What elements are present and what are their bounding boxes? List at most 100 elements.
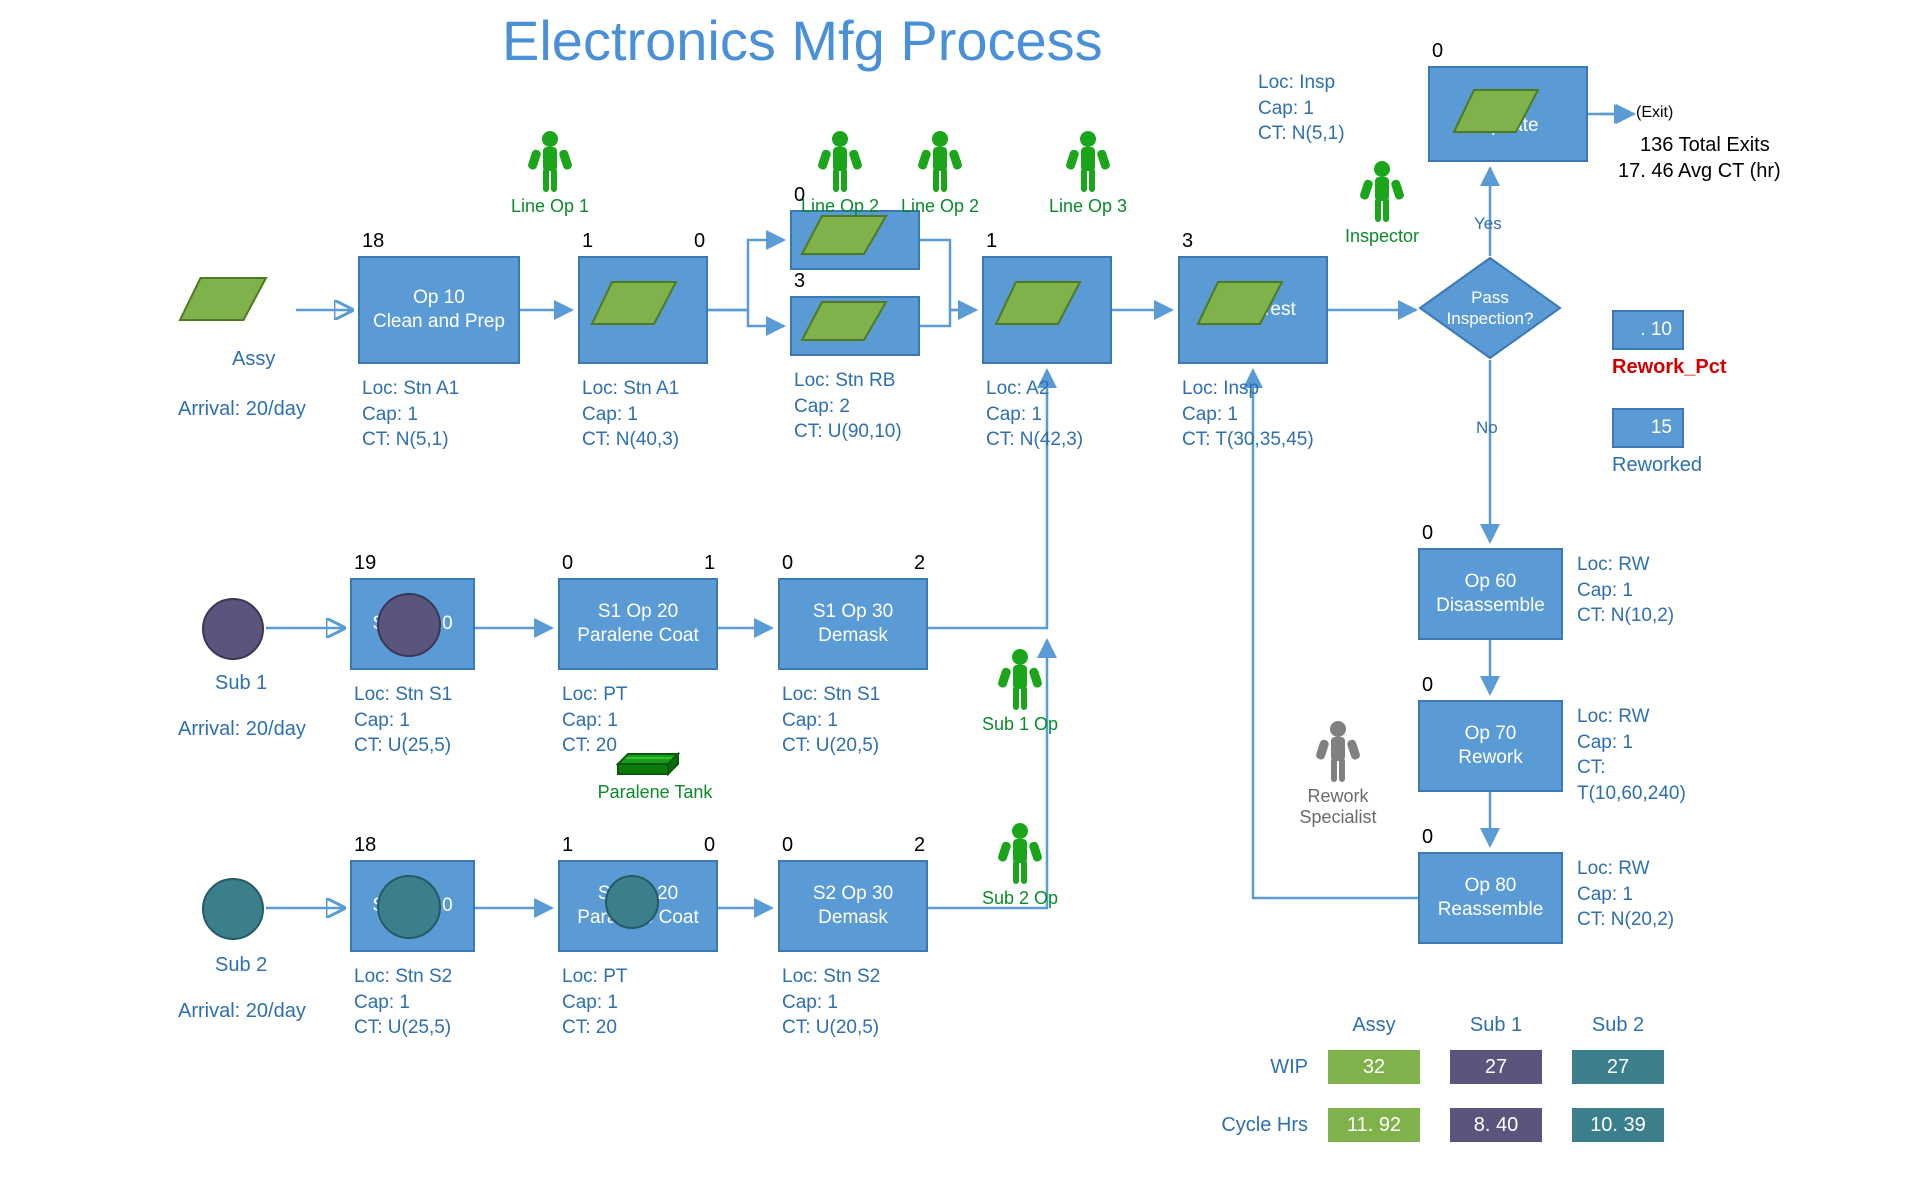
box-op70-note: Loc: RWCap: 1CT:T(10,60,240) <box>1577 704 1686 807</box>
box-op10-note: Loc: Stn A1Cap: 1CT: N(5,1) <box>362 376 459 453</box>
table-cell-0-1: 27 <box>1450 1050 1542 1084</box>
person-icon-lineop2b <box>920 130 960 194</box>
table-cell-1-0: 11. 92 <box>1328 1108 1420 1142</box>
box-op80-l1: Op 80 <box>1465 874 1517 898</box>
person-label-lineop2a: Line Op 2 <box>790 196 890 217</box>
paralene-tank-label: Paralene Tank <box>590 782 720 803</box>
wip-token <box>376 874 442 940</box>
box-op_cb-right-count: 0 <box>694 230 705 253</box>
table-rowlabel-1: Cycle Hrs <box>1168 1114 1308 1137</box>
box-insp_test-count: 3 <box>1182 230 1193 253</box>
box-s1_20-l2: Paralene Coat <box>577 624 698 648</box>
wip-token <box>604 874 660 930</box>
person-label-lineop3: Line Op 3 <box>1038 196 1138 217</box>
person-icon-inspector <box>1362 160 1402 224</box>
box-op10-l1: Op 10 <box>413 286 465 310</box>
person-label-sub1op: Sub 1 Op <box>970 714 1070 735</box>
box-op80-note: Loc: RWCap: 1CT: N(20,2) <box>1577 856 1674 933</box>
wip-token <box>994 280 1082 326</box>
table-cell-1-2: 10. 39 <box>1572 1108 1664 1142</box>
exit-arrow <box>1600 104 1640 124</box>
process-box-op70[interactable]: Op 70Rework <box>1418 700 1563 792</box>
box-op70-count: 0 <box>1422 674 1433 697</box>
diamond-no: No <box>1476 418 1498 438</box>
table-header-1: Sub 1 <box>1450 1014 1542 1037</box>
entity-assy-label: Assy <box>232 348 275 371</box>
box-op_cb-note: Loc: Stn A1Cap: 1CT: N(40,3) <box>582 376 679 453</box>
box-s2_30-right-count: 2 <box>914 834 925 857</box>
box-op60-l1: Op 60 <box>1465 570 1517 594</box>
box-rb_bot-count: 3 <box>794 270 805 293</box>
person-icon-lineop1 <box>530 130 570 194</box>
person-icon-rework <box>1318 720 1358 784</box>
box-s1_30-right-count: 2 <box>914 552 925 575</box>
box-op80-l2: Reassemble <box>1438 898 1544 922</box>
entity-sub2-label: Sub 2 <box>215 954 267 977</box>
wip-token <box>376 592 442 658</box>
entity-sub1-icon <box>200 596 266 662</box>
paralene-tank-icon <box>612 740 686 780</box>
box-s2_20-count: 1 <box>562 834 573 857</box>
box-op40-note: Loc: A2Cap: 1CT: N(42,3) <box>986 376 1083 453</box>
entity-sub2-icon <box>200 876 266 942</box>
box-op_cb-count: 1 <box>582 230 593 253</box>
box-s1_30-count: 0 <box>782 552 793 575</box>
box-rb_bot-note: Loc: Stn RBCap: 2CT: U(90,10) <box>794 368 902 445</box>
table-cell-1-1: 8. 40 <box>1450 1108 1542 1142</box>
wip-token <box>1196 280 1284 326</box>
entity-sub1-arrival: Arrival: 20/day <box>178 718 306 741</box>
diamond-l1: Pass <box>1471 287 1509 308</box>
box-s2_30-count: 0 <box>782 834 793 857</box>
exit-tag: (Exit) <box>1636 104 1673 122</box>
box-op10-l2: Clean and Prep <box>373 310 505 334</box>
box-insp_test-note: Loc: InspCap: 1CT: T(30,35,45) <box>1182 376 1314 453</box>
table-cell-0-0: 32 <box>1328 1050 1420 1084</box>
box-op70-l2: Rework <box>1458 746 1522 770</box>
person-icon-lineop3 <box>1068 130 1108 194</box>
box-s2_20-note: Loc: PTCap: 1CT: 20 <box>562 964 627 1041</box>
wip-token <box>800 214 888 256</box>
entity-sub2-arrival: Arrival: 20/day <box>178 1000 306 1023</box>
box-s2_10-count: 18 <box>354 834 376 857</box>
process-box-s1_20[interactable]: S1 Op 20Paralene Coat <box>558 578 718 670</box>
table-header-0: Assy <box>1328 1014 1420 1037</box>
person-icon-sub2op <box>1000 822 1040 886</box>
process-box-op60[interactable]: Op 60Disassemble <box>1418 548 1563 640</box>
process-box-s1_30[interactable]: S1 Op 30Demask <box>778 578 928 670</box>
exit-total-exits: 136 Total Exits <box>1640 134 1770 157</box>
person-icon-sub1op <box>1000 648 1040 712</box>
wip-token <box>590 280 678 326</box>
table-rowlabel-0: WIP <box>1168 1056 1308 1079</box>
person-label-rework: Rework Specialist <box>1288 786 1388 828</box>
box-op60-count: 0 <box>1422 522 1433 545</box>
valuebox-rework_pct[interactable]: . 10 <box>1612 310 1684 350</box>
box-op10-count: 18 <box>362 230 384 253</box>
person-label-lineop1: Line Op 1 <box>500 196 600 217</box>
diamond-label: PassInspection? <box>1420 284 1560 332</box>
process-box-s2_30[interactable]: S2 Op 30Demask <box>778 860 928 952</box>
box-op40-count: 1 <box>986 230 997 253</box>
process-box-op80[interactable]: Op 80Reassemble <box>1418 852 1563 944</box>
box-s1_20-l1: S1 Op 20 <box>598 600 678 624</box>
box-s1_20-right-count: 1 <box>704 552 715 575</box>
valuebox-reworked[interactable]: 15 <box>1612 408 1684 448</box>
table-header-2: Sub 2 <box>1572 1014 1664 1037</box>
valuebox-rework_pct-label: Rework_Pct <box>1612 356 1727 379</box>
box-s2_10-note: Loc: Stn S2Cap: 1CT: U(25,5) <box>354 964 452 1041</box>
person-label-lineop2b: Line Op 2 <box>890 196 990 217</box>
diamond-l2: Inspection? <box>1447 308 1534 329</box>
table-cell-0-2: 27 <box>1572 1050 1664 1084</box>
box-s1_10-count: 19 <box>354 552 376 575</box>
box-s2_30-note: Loc: Stn S2Cap: 1CT: U(20,5) <box>782 964 880 1041</box>
box-op80-count: 0 <box>1422 826 1433 849</box>
box-s1_20-count: 0 <box>562 552 573 575</box>
process-box-op10[interactable]: Op 10Clean and Prep <box>358 256 520 364</box>
box-s2_20-right-count: 0 <box>704 834 715 857</box>
entity-sub1-label: Sub 1 <box>215 672 267 695</box>
box-op_final-note: Loc: InspCap: 1CT: N(5,1) <box>1258 70 1345 147</box>
exit-avg-ct: 17. 46 Avg CT (hr) <box>1618 160 1781 183</box>
valuebox-reworked-label: Reworked <box>1612 454 1702 477</box>
box-op_final-count: 0 <box>1432 40 1443 63</box>
box-s1_30-note: Loc: Stn S1Cap: 1CT: U(20,5) <box>782 682 880 759</box>
box-s2_30-l1: S2 Op 30 <box>813 882 893 906</box>
